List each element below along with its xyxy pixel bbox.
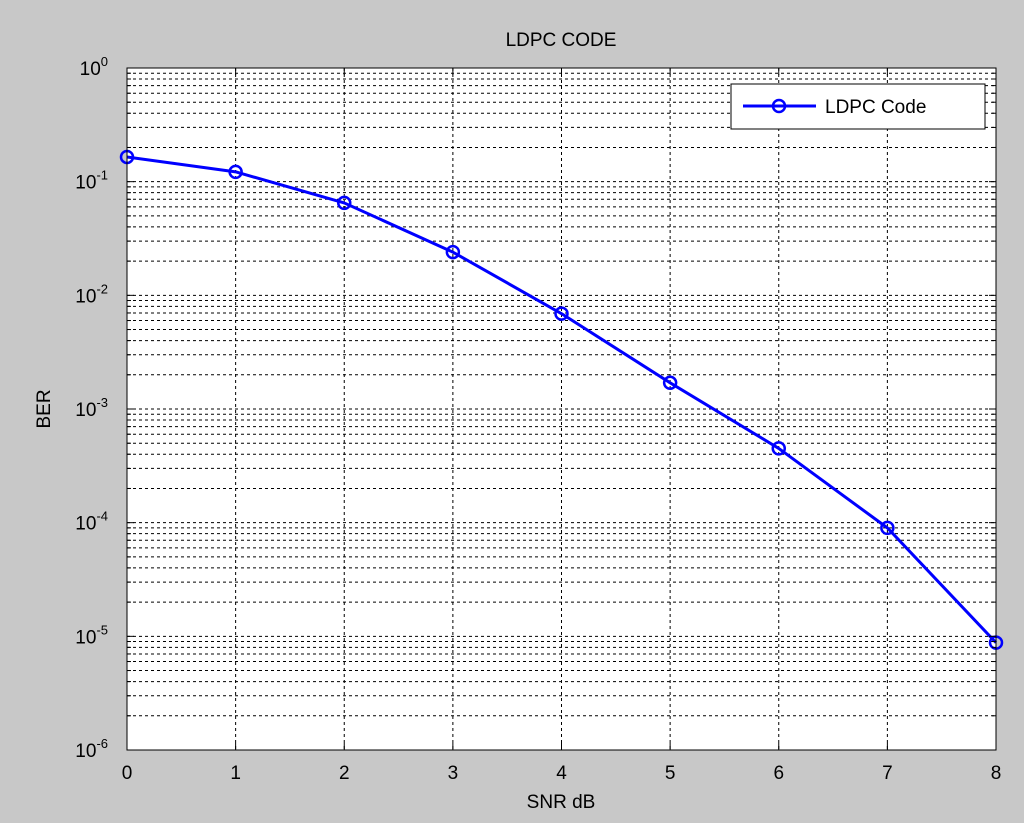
x-tick-label: 8 [991, 763, 1002, 784]
series-line [126, 155, 998, 644]
data-point [228, 164, 243, 180]
grid [127, 68, 996, 750]
x-tick-label: 3 [448, 763, 459, 784]
x-tick-label: 2 [339, 763, 350, 784]
y-tick-label: 10-5 [75, 622, 108, 648]
y-axis-label: BER [34, 389, 55, 428]
data-point [337, 195, 352, 211]
legend: LDPC Code [730, 83, 986, 130]
x-tick-label: 7 [882, 763, 893, 784]
y-tick-label: 10-6 [75, 736, 108, 762]
y-tick-labels: 100 10-1 10-2 10-3 10-4 10-5 10-6 [75, 54, 108, 762]
legend-label: LDPC Code [825, 97, 926, 118]
chart-title: LDPC CODE [506, 30, 617, 51]
data-point [554, 306, 569, 321]
x-tick-labels: 0 1 2 3 4 5 6 7 8 [122, 763, 1002, 784]
x-tick-label: 4 [556, 763, 567, 784]
x-tick-label: 5 [665, 763, 676, 784]
x-tick-label: 6 [773, 763, 784, 784]
y-tick-label: 10-3 [75, 395, 108, 421]
series-layer [119, 149, 1004, 650]
y-tick-label: 10-2 [75, 281, 108, 307]
y-tick-label: 10-4 [75, 509, 108, 535]
data-point [445, 244, 461, 260]
data-point [880, 520, 895, 536]
y-tick-label: 10-1 [75, 168, 108, 194]
x-axis-label: SNR dB [527, 792, 596, 813]
legend-marker-sample [771, 98, 787, 114]
data-point [662, 375, 678, 391]
tick-marks [126, 67, 997, 751]
x-tick-label: 1 [230, 763, 241, 784]
x-tick-label: 0 [122, 763, 133, 784]
y-tick-label: 100 [80, 54, 108, 80]
data-point [771, 441, 786, 456]
